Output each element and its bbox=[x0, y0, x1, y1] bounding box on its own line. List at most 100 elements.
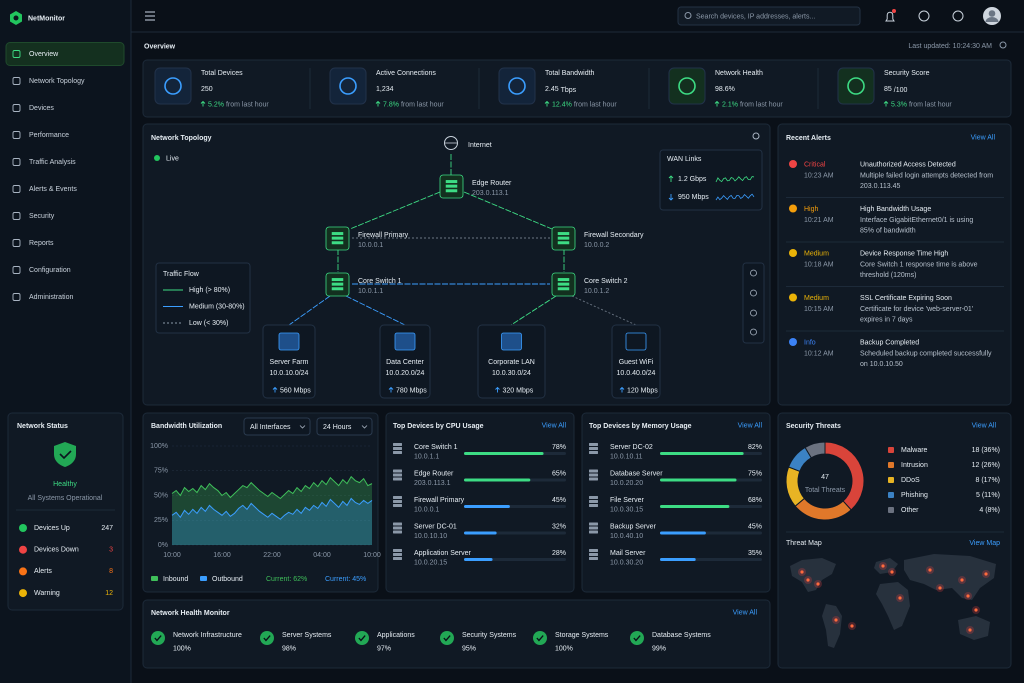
kpi-label: Network Health bbox=[715, 70, 763, 77]
map-action[interactable]: View Map bbox=[969, 540, 1000, 547]
zoom-button[interactable] bbox=[750, 328, 757, 336]
help-icon[interactable] bbox=[918, 10, 930, 22]
notification-dot bbox=[892, 9, 896, 13]
nav-item[interactable]: Reports bbox=[29, 240, 54, 247]
view-all-link[interactable]: View All bbox=[542, 422, 567, 429]
legend-swatch bbox=[200, 576, 207, 581]
refresh-icon[interactable] bbox=[999, 41, 1007, 49]
nav-item[interactable]: Overview bbox=[29, 51, 59, 58]
usage-label: 32% bbox=[552, 523, 566, 530]
nav-item[interactable]: Administration bbox=[29, 294, 73, 301]
y-tick-label: 50% bbox=[154, 492, 168, 499]
status-label: Devices Down bbox=[34, 547, 79, 554]
nav-item[interactable]: Configuration bbox=[29, 267, 71, 274]
info-icon[interactable] bbox=[952, 10, 964, 22]
search-icon bbox=[684, 12, 692, 19]
nav-icon bbox=[12, 266, 21, 274]
view-all-link[interactable]: View All bbox=[972, 422, 997, 429]
usage-bar bbox=[464, 452, 544, 455]
dropdown[interactable] bbox=[316, 417, 373, 436]
search-placeholder[interactable]: Search devices, IP addresses, alerts... bbox=[696, 13, 815, 20]
alert-description: Multiple failed login attempts detected … bbox=[860, 172, 993, 179]
legend-swatch bbox=[888, 447, 894, 453]
usage-label: 35% bbox=[748, 550, 762, 557]
link bbox=[463, 191, 553, 230]
kpi-strip bbox=[142, 59, 1012, 118]
x-tick-label: 22:00 bbox=[263, 552, 281, 559]
device-name: Mail Server bbox=[610, 550, 646, 557]
status-icon bbox=[440, 631, 454, 645]
status-icon bbox=[260, 631, 274, 645]
device-icon bbox=[589, 553, 598, 556]
view-all-link[interactable]: View All bbox=[733, 609, 758, 616]
nav-item[interactable]: Network Topology bbox=[29, 78, 85, 85]
kpi-value: 1,234 bbox=[376, 86, 394, 93]
link bbox=[288, 295, 331, 326]
card-title: Network Topology bbox=[151, 135, 212, 142]
kpi-label: Total Bandwidth bbox=[545, 70, 595, 77]
wan-arrow bbox=[668, 175, 674, 182]
dropdown-label[interactable]: 24 Hours bbox=[323, 424, 352, 431]
nav-item[interactable]: Devices bbox=[29, 105, 54, 112]
dropdown[interactable] bbox=[243, 417, 311, 436]
bell-icon[interactable] bbox=[885, 11, 895, 22]
legend-value: 8 (17%) bbox=[975, 477, 1000, 484]
up-arrow bbox=[200, 100, 206, 107]
alert-title: High Bandwidth Usage bbox=[860, 206, 931, 213]
alert-description: Certificate for device 'web-server-01' bbox=[860, 306, 973, 313]
map-land bbox=[874, 558, 898, 574]
status-label: Warning bbox=[34, 590, 60, 597]
endpoint-rate: 120 Mbps bbox=[627, 387, 658, 394]
zoom-button[interactable] bbox=[750, 289, 757, 297]
endpoint-rate: 560 Mbps bbox=[280, 387, 311, 394]
refresh-icon[interactable] bbox=[752, 132, 760, 140]
kpi-label: Total Devices bbox=[201, 70, 243, 77]
endpoint-rate: 320 Mbps bbox=[503, 387, 534, 394]
kpi-note: from last hour bbox=[574, 101, 617, 108]
threat-dot bbox=[898, 596, 902, 600]
up-arrow bbox=[544, 100, 550, 107]
x-tick-label: 04:00 bbox=[313, 552, 331, 559]
alert-description: 203.0.113.45 bbox=[860, 183, 900, 190]
kpi-value: 85 bbox=[884, 86, 892, 93]
nav-item[interactable]: Performance bbox=[29, 132, 69, 139]
legend-label: Inbound bbox=[163, 576, 188, 583]
icon-glyph bbox=[557, 278, 570, 282]
node-ip: 10.0.0.2 bbox=[584, 242, 609, 249]
legend-value: 5 (11%) bbox=[976, 492, 1000, 499]
usage-bar bbox=[464, 478, 531, 482]
usage-bar bbox=[660, 505, 730, 508]
icon-glyph bbox=[331, 232, 344, 236]
alert-description: on 10.0.10.50 bbox=[860, 361, 903, 368]
usage-bar bbox=[660, 452, 744, 455]
nav-item[interactable]: Traffic Analysis bbox=[29, 159, 76, 166]
alert-time: 10:23 AM bbox=[804, 172, 834, 179]
health-name: Security Systems bbox=[462, 632, 517, 639]
health-card bbox=[142, 599, 771, 669]
card-title: Recent Alerts bbox=[786, 135, 831, 142]
zoom-button[interactable] bbox=[750, 269, 757, 277]
dropdown-label[interactable]: All Interfaces bbox=[250, 424, 291, 431]
y-tick-label: 0% bbox=[158, 542, 168, 549]
device-icon bbox=[393, 522, 402, 526]
usage-bar bbox=[660, 478, 737, 482]
device-icon bbox=[393, 477, 402, 481]
icon-glyph bbox=[331, 287, 344, 291]
x-tick-label: 10:00 bbox=[163, 552, 181, 559]
nav-item[interactable]: Alerts & Events bbox=[29, 186, 77, 193]
device-icon bbox=[393, 451, 402, 454]
view-all-link[interactable]: View All bbox=[738, 422, 763, 429]
status-value: 12 bbox=[105, 590, 113, 597]
nav-item[interactable]: Security bbox=[29, 213, 55, 220]
device-icon bbox=[393, 549, 402, 552]
zoom-button[interactable] bbox=[750, 309, 757, 317]
alert-description: threshold (120ms) bbox=[860, 272, 916, 279]
device-icon bbox=[589, 526, 598, 530]
device-icon bbox=[589, 447, 598, 450]
search-box[interactable] bbox=[677, 6, 861, 26]
map-land bbox=[876, 582, 910, 630]
kpi-icon-glyph bbox=[678, 77, 696, 95]
legend-swatch bbox=[888, 492, 894, 498]
avatar-head bbox=[988, 10, 996, 17]
view-all-link[interactable]: View All bbox=[971, 134, 996, 141]
